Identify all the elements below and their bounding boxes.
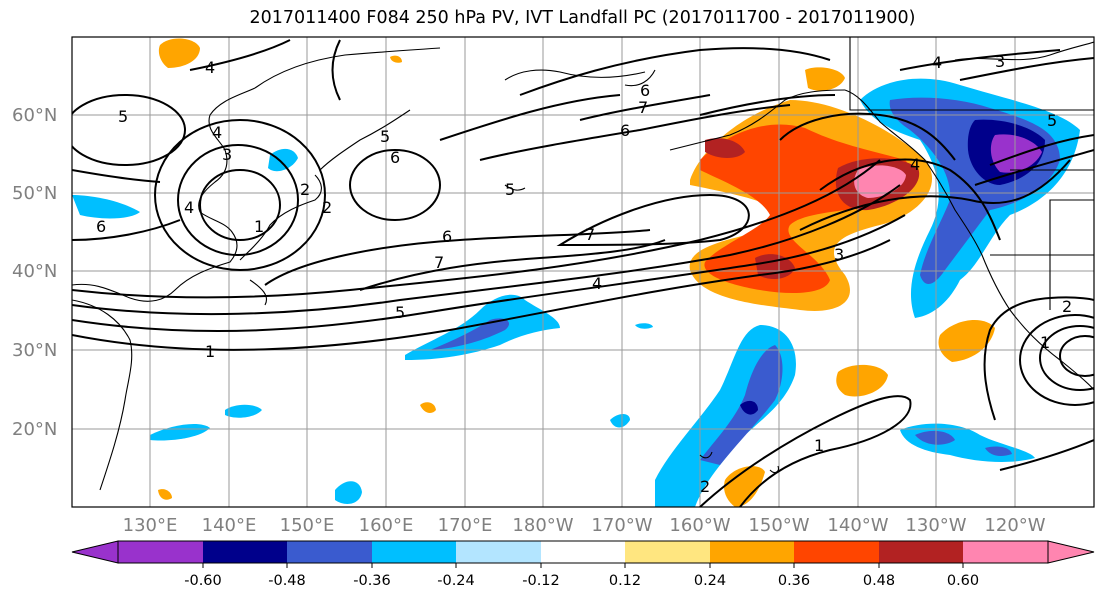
colorbar-tick-label: -0.60 (184, 573, 222, 589)
contour-label: 6 (640, 81, 650, 100)
contour-label: 2 (1062, 297, 1072, 316)
lat-label: 50°N (12, 183, 57, 204)
shaded-anomaly-field (72, 38, 1080, 507)
lon-label: 140°W (827, 515, 888, 536)
contour-label: 4 (910, 155, 920, 174)
colorbar-bin (794, 541, 879, 563)
lon-label: 170°W (591, 515, 652, 536)
colorbar-bin (118, 541, 203, 563)
contour-label: 6 (390, 148, 400, 167)
lat-label: 60°N (12, 105, 57, 126)
lon-label: 160°E (359, 515, 414, 536)
lon-label: 170°E (438, 515, 493, 536)
contour-label: 7 (638, 98, 648, 117)
contour-label: 3 (995, 52, 1005, 71)
colorbar-bin (203, 541, 287, 563)
colorbar-tick-label: -0.12 (522, 573, 560, 589)
contour-label: 6 (620, 121, 630, 140)
contour-label: 4 (205, 58, 215, 77)
colorbar-bin (456, 541, 541, 563)
colorbar-tick-label: 0.12 (609, 573, 641, 589)
lat-label: 40°N (12, 261, 57, 282)
colorbar-bin (541, 541, 625, 563)
map-title: 2017011400 F084 250 hPa PV, IVT Landfall… (249, 8, 916, 28)
lon-label: 150°E (280, 515, 335, 536)
contour-label: 1 (814, 436, 824, 455)
lon-label: 130°W (905, 515, 966, 536)
colorbar-bin (287, 541, 372, 563)
colorbar-tick-label: 0.60 (947, 573, 979, 589)
contour-label: 3 (222, 145, 232, 164)
lon-label: 140°E (202, 515, 257, 536)
contour-label: 1 (205, 342, 215, 361)
lon-label: 130°E (123, 515, 178, 536)
contour-label: 4 (184, 198, 194, 217)
colorbar-bin (963, 541, 1048, 563)
colorbar-tick-label: 0.48 (863, 573, 895, 589)
colorbar-extend-high (1047, 540, 1095, 564)
contour-label: 5 (380, 127, 390, 146)
colorbar-bin (879, 541, 963, 563)
contour-label: 5 (395, 303, 405, 322)
contour-label: 5 (505, 180, 515, 199)
colorbar: -0.60 -0.48 -0.36 -0.24 -0.12 0.12 0.24 … (71, 540, 1095, 589)
colorbar-bin (625, 541, 710, 563)
map-frame (71, 36, 1095, 508)
contour-label: 1 (254, 217, 264, 236)
contour-label: 7 (585, 225, 595, 244)
colorbar-tick-label: -0.36 (353, 573, 391, 589)
contour-label: 2 (322, 198, 332, 217)
contour-label: 4 (932, 53, 942, 72)
contour-label: 6 (442, 227, 452, 246)
map-panel: 4 5 4 3 2 6 5 2 1 6 4 5 6 7 6 7 4 3 4 5 (71, 36, 1095, 508)
contour-labels: 4 5 4 3 2 6 5 2 1 6 4 5 6 7 6 7 4 3 4 5 (96, 52, 1072, 496)
contour-label: 2 (300, 180, 310, 199)
contour-label: 5 (118, 107, 128, 126)
colorbar-tick-label: 0.24 (694, 573, 726, 589)
colorbar-tick-label: -0.24 (437, 573, 475, 589)
contour-label: 3 (834, 245, 844, 264)
lon-label: 150°W (748, 515, 809, 536)
colorbar-bin (710, 541, 794, 563)
contour-label: 5 (1047, 111, 1057, 130)
lat-label: 20°N (12, 419, 57, 440)
contour-label: 7 (434, 253, 444, 272)
pv-contours (72, 39, 1094, 507)
colorbar-bin (372, 541, 456, 563)
contour-label: 1 (1040, 333, 1050, 352)
latitude-labels: 60°N 50°N 40°N 30°N 20°N (12, 105, 57, 440)
colorbar-extend-low (71, 540, 119, 564)
contour-label: 6 (96, 217, 106, 236)
lat-label: 30°N (12, 340, 57, 361)
longitude-labels: 130°E 140°E 150°E 160°E 170°E 180°W 170°… (123, 515, 1046, 536)
contour-label: 4 (592, 274, 602, 293)
colorbar-tick-label: -0.48 (268, 573, 306, 589)
contour-label: 2 (700, 477, 710, 496)
contour-label: 4 (212, 123, 222, 142)
lon-label: 160°W (669, 515, 730, 536)
lon-label: 120°W (984, 515, 1045, 536)
lon-label: 180°W (512, 515, 573, 536)
colorbar-tick-label: 0.36 (778, 573, 810, 589)
